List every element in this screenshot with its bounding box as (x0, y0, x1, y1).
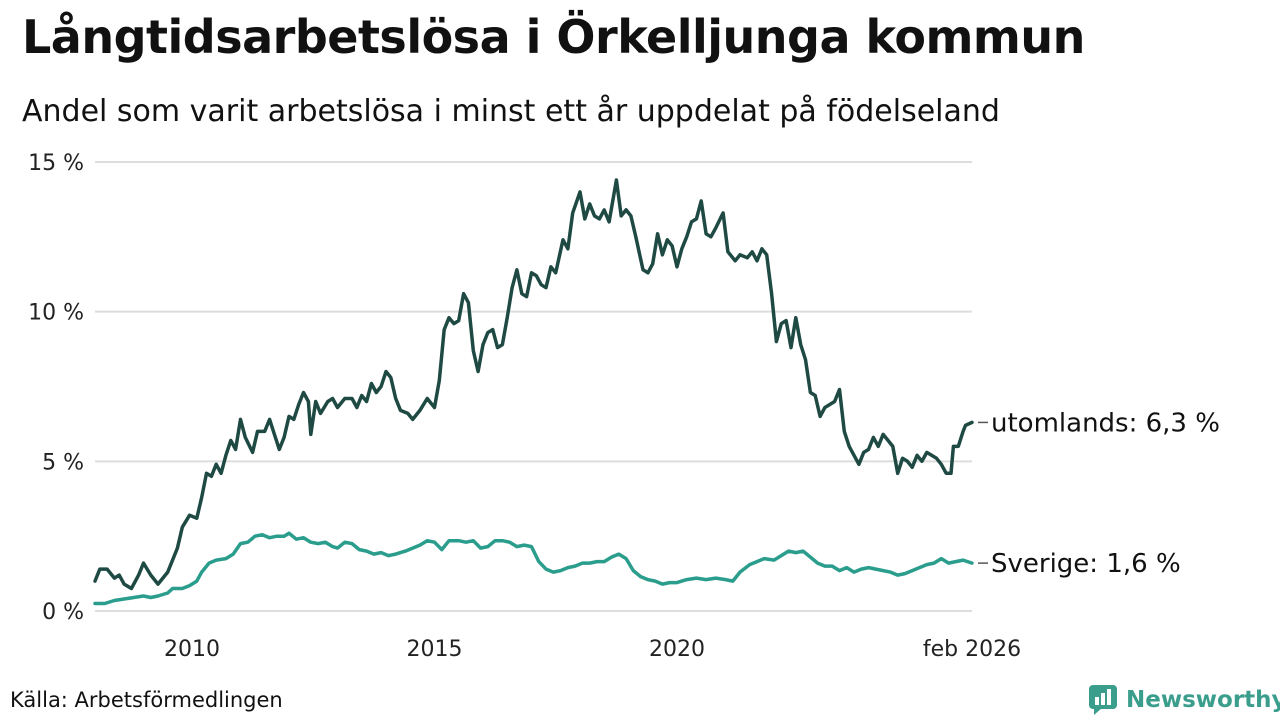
chart-title: Långtidsarbetslösa i Örkelljunga kommun (22, 10, 1085, 64)
brand-name: Newsworthy (1126, 687, 1280, 713)
x-tick-label: 2010 (164, 637, 220, 662)
chart-bubble-icon (1089, 685, 1117, 715)
y-tick-label: 15 % (28, 151, 84, 176)
end-label-sverige: Sverige: 1,6 % (991, 549, 1181, 579)
y-tick-label: 5 % (42, 450, 84, 475)
newsworthy-logo[interactable]: Newsworthy (1088, 684, 1280, 716)
series-line-sverige (93, 531, 974, 606)
source-note: Källa: Arbetsförmedlingen (10, 688, 283, 712)
series-line-utomlands (93, 178, 974, 591)
x-tick-label: 2015 (406, 637, 462, 662)
chart-subtitle: Andel som varit arbetslösa i minst ett å… (22, 94, 1000, 129)
x-tick-label: 2020 (649, 637, 705, 662)
y-tick-label: 0 % (42, 600, 84, 625)
x-tick-label: feb 2026 (923, 637, 1021, 662)
y-tick-label: 10 % (28, 301, 84, 326)
end-label-utomlands: utomlands: 6,3 % (991, 408, 1220, 438)
